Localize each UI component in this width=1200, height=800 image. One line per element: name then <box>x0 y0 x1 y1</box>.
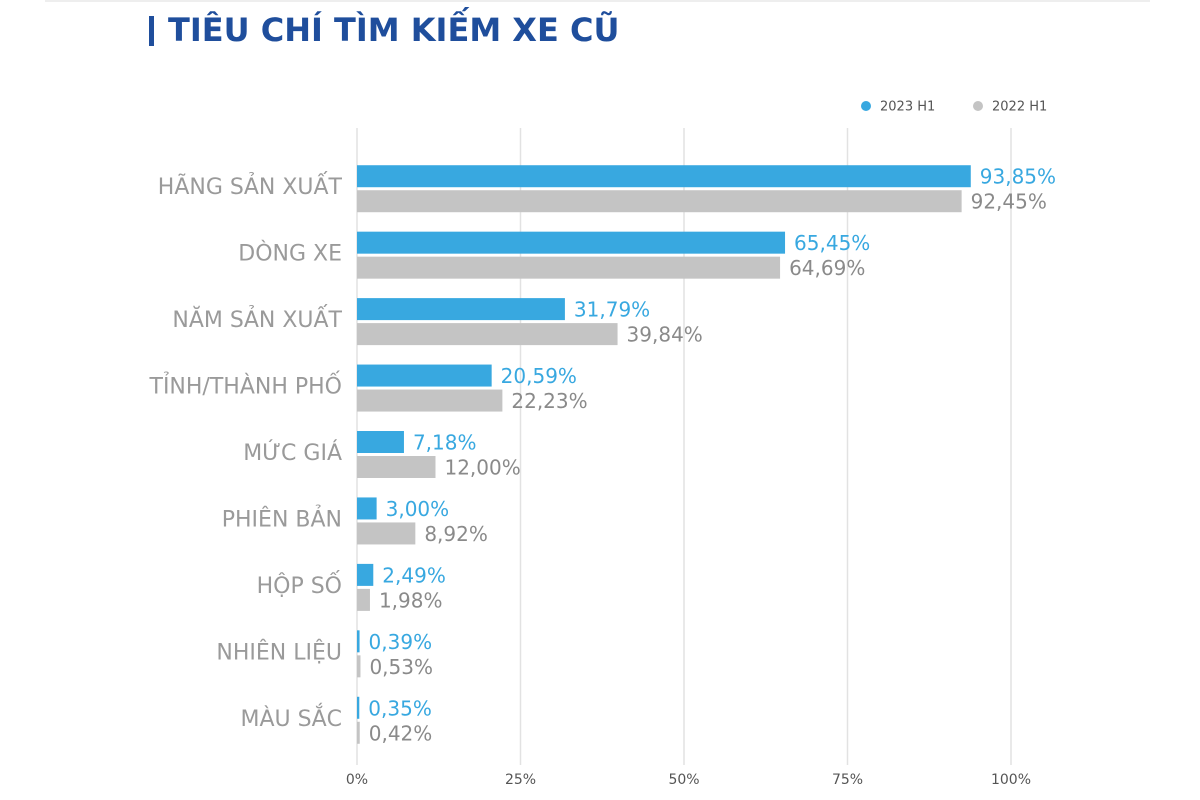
value-label: 65,45% <box>794 231 870 255</box>
bar <box>357 563 374 586</box>
bar <box>357 497 377 520</box>
y-tick-label: NHIÊN LIỆU <box>216 639 342 665</box>
bar <box>357 588 370 611</box>
value-label: 0,42% <box>369 721 433 745</box>
y-tick-label: HÃNG SẢN XUẤT <box>158 172 343 200</box>
bar <box>357 522 416 545</box>
bar <box>357 696 360 719</box>
bar <box>357 190 962 213</box>
legend-label: 2023 H1 <box>880 100 935 115</box>
y-tick-label: NĂM SẢN XUẤT <box>172 305 342 333</box>
bar <box>357 655 361 678</box>
value-label: 0,39% <box>369 630 433 654</box>
bar <box>357 231 786 254</box>
y-tick-label: MÀU SẮC <box>240 703 342 732</box>
value-label: 7,18% <box>413 431 477 455</box>
value-label: 12,00% <box>444 456 520 480</box>
y-tick-label: MỨC GIÁ <box>243 440 342 466</box>
bar <box>357 431 404 453</box>
value-label: 31,79% <box>574 298 650 322</box>
title-accent <box>149 16 154 46</box>
legend-marker <box>861 101 871 111</box>
x-tick-label: 75% <box>832 772 863 788</box>
value-label: 0,53% <box>369 655 433 679</box>
value-label: 20,59% <box>501 364 577 388</box>
y-tick-label: HỘP SỐ <box>257 570 342 599</box>
y-tick-label: DÒNG XE <box>238 241 342 267</box>
chart-title: TIÊU CHÍ TÌM KIẾM XE CŨ <box>168 7 619 49</box>
value-label: 64,69% <box>789 256 865 280</box>
value-label: 0,35% <box>368 696 432 720</box>
bar <box>357 165 971 188</box>
legend-label: 2022 H1 <box>992 100 1047 115</box>
bar <box>357 630 360 653</box>
y-tick-label: PHIÊN BẢN <box>222 505 342 532</box>
value-label: 1,98% <box>379 588 443 612</box>
bar <box>357 256 781 279</box>
value-label: 3,00% <box>386 497 450 521</box>
bar <box>357 721 360 744</box>
legend-marker <box>973 101 983 111</box>
y-tick-label: TỈNH/THÀNH PHỐ <box>149 371 343 400</box>
x-tick-label: 50% <box>668 772 699 788</box>
value-label: 39,84% <box>627 323 703 347</box>
top-border <box>45 0 1150 2</box>
bar <box>357 298 565 321</box>
bar <box>357 456 436 478</box>
x-tick-label: 0% <box>346 772 368 788</box>
x-tick-label: 100% <box>991 772 1031 788</box>
bar <box>357 364 492 387</box>
bar <box>357 323 618 346</box>
value-label: 92,45% <box>971 190 1047 214</box>
x-tick-label: 25% <box>505 772 536 788</box>
value-label: 8,92% <box>424 522 488 546</box>
value-label: 2,49% <box>382 563 446 587</box>
bar <box>357 389 503 412</box>
value-label: 93,85% <box>980 165 1056 189</box>
value-label: 22,23% <box>511 389 587 413</box>
